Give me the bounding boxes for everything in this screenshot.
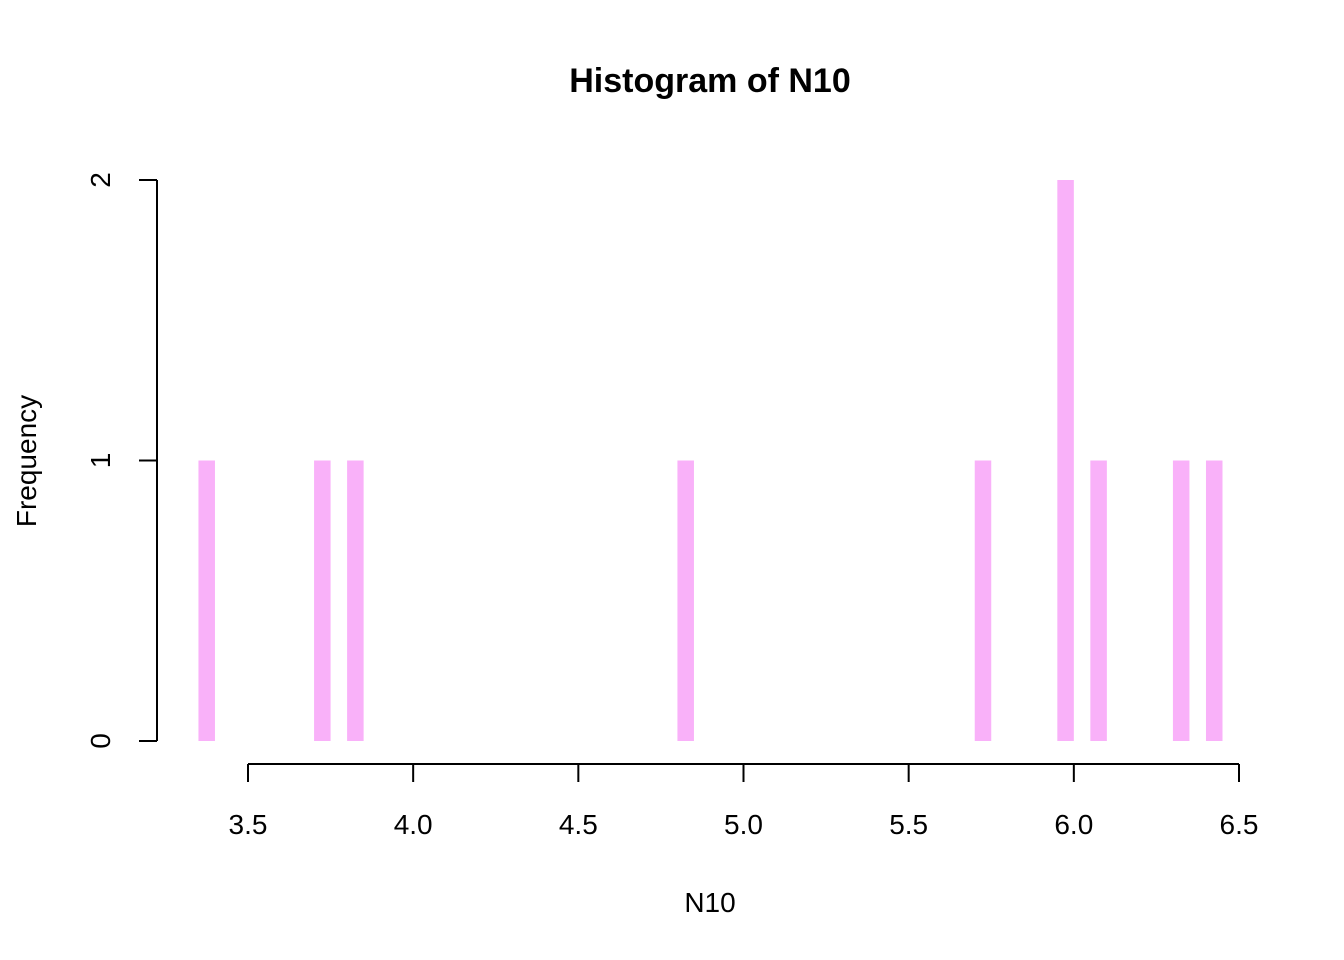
y-axis-label: Frequency (11, 395, 42, 527)
histogram-bar-8 (1172, 460, 1190, 741)
x-tick-label-5.5: 5.5 (889, 809, 928, 840)
histogram-bar-1 (198, 460, 215, 741)
x-axis-label: N10 (684, 887, 735, 918)
chart-title: Histogram of N10 (569, 62, 851, 100)
histogram-bar-7 (1090, 460, 1107, 741)
bars-group (198, 180, 1223, 741)
y-tick-label-1: 1 (85, 453, 116, 469)
x-tick-label-5.0: 5.0 (724, 809, 763, 840)
histogram-bar-2 (314, 460, 331, 741)
x-tick-label-6.5: 6.5 (1220, 809, 1259, 840)
x-tick-label-6.0: 6.0 (1054, 809, 1093, 840)
histogram-bar-5 (974, 460, 992, 741)
histogram-bar-9 (1205, 460, 1223, 741)
y-tick-label-0: 0 (85, 733, 116, 749)
histogram-bar-4 (677, 460, 694, 741)
x-tick-label-4.0: 4.0 (394, 809, 433, 840)
x-tick-label-4.5: 4.5 (559, 809, 598, 840)
x-tick-label-3.5: 3.5 (229, 809, 268, 840)
histogram-bar-6 (1057, 180, 1074, 741)
histogram-bar-3 (347, 460, 364, 741)
x-axis: 3.5 4.0 4.5 5.0 5.5 6.0 6.5 (229, 763, 1259, 840)
y-axis: 0 1 2 (85, 172, 158, 749)
y-tick-label-2: 2 (85, 172, 116, 188)
